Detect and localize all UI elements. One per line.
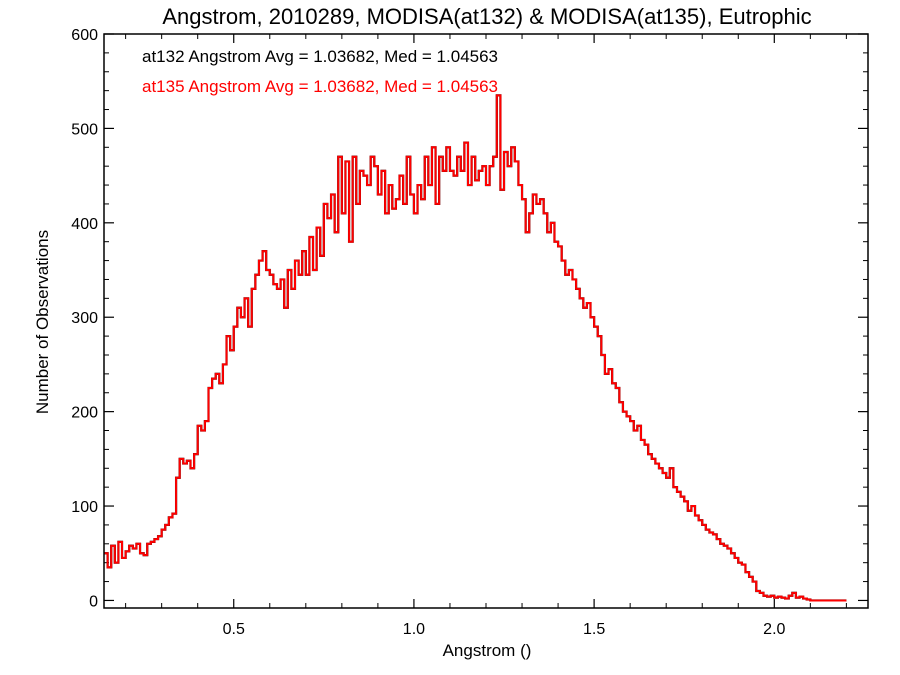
y-tick-label: 600 — [71, 27, 98, 44]
x-tick-label: 2.0 — [763, 621, 785, 638]
y-tick-label: 100 — [71, 499, 98, 516]
annotation-at132: at132 Angstrom Avg = 1.03682, Med = 1.04… — [142, 47, 498, 66]
x-axis-label: Angstrom () — [443, 641, 532, 660]
y-tick-label: 400 — [71, 216, 98, 233]
series-layer — [104, 94, 847, 602]
x-tick-label: 0.5 — [223, 621, 245, 638]
x-tick-label: 1.5 — [583, 621, 605, 638]
plot-frame — [103, 33, 869, 609]
chart-title: Angstrom, 2010289, MODISA(at132) & MODIS… — [162, 4, 811, 29]
series-line-at135 — [104, 94, 847, 602]
y-tick-label: 200 — [71, 405, 98, 422]
y-tick-label: 500 — [71, 121, 98, 138]
y-axis-ticks: 0 100 200 300 400 500 600 — [71, 27, 868, 610]
y-tick-label: 300 — [71, 310, 98, 327]
y-tick-label: 0 — [89, 593, 98, 610]
annotation-at135: at135 Angstrom Avg = 1.03682, Med = 1.04… — [142, 77, 498, 96]
y-axis-label: Number of Observations — [33, 230, 52, 414]
x-axis-ticks: 0.5 1.0 1.5 2.0 — [125, 34, 847, 638]
x-tick-label: 1.0 — [403, 621, 425, 638]
